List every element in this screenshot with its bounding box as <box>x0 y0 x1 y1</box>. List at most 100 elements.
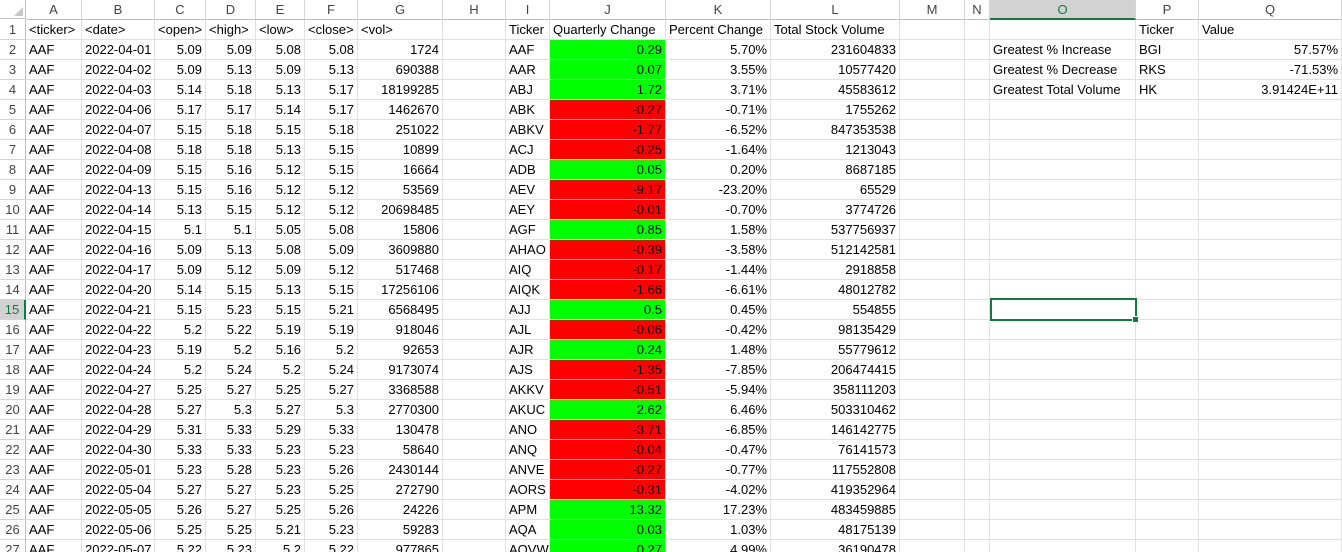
data-cell-c[interactable]: 5.23 <box>155 460 206 480</box>
total-volume-cell[interactable]: 512142581 <box>771 240 900 260</box>
data-cell-e[interactable]: 5.25 <box>256 380 305 400</box>
row-header[interactable]: 4 <box>0 80 26 100</box>
row-header[interactable]: 16 <box>0 320 26 340</box>
header-cell-b[interactable]: <date> <box>82 20 155 40</box>
header-cell-f[interactable]: <close> <box>305 20 358 40</box>
data-cell-e[interactable]: 5.2 <box>256 360 305 380</box>
data-cell-e[interactable]: 5.27 <box>256 400 305 420</box>
summary-ticker-cell[interactable]: AKKV <box>506 380 550 400</box>
data-cell-c[interactable]: 5.15 <box>155 300 206 320</box>
quarterly-change-cell[interactable]: 0.85 <box>550 220 666 240</box>
quarterly-change-cell[interactable]: 0.29 <box>550 40 666 60</box>
empty-cell[interactable] <box>1199 440 1342 460</box>
empty-cell[interactable] <box>990 380 1136 400</box>
empty-cell[interactable] <box>443 400 506 420</box>
data-cell-g[interactable]: 517468 <box>358 260 443 280</box>
data-cell-a[interactable]: AAF <box>26 320 82 340</box>
summary-ticker-cell[interactable]: ANVE <box>506 460 550 480</box>
empty-cell[interactable] <box>990 120 1136 140</box>
empty-cell[interactable] <box>1199 220 1342 240</box>
select-all-corner[interactable] <box>0 0 26 19</box>
empty-cell[interactable] <box>443 180 506 200</box>
data-cell-a[interactable]: AAF <box>26 260 82 280</box>
quarterly-change-cell[interactable]: -1.77 <box>550 120 666 140</box>
column-header-l[interactable]: L <box>771 0 900 20</box>
row-header[interactable]: 23 <box>0 460 26 480</box>
data-cell-g[interactable]: 16664 <box>358 160 443 180</box>
data-cell-e[interactable]: 5.21 <box>256 520 305 540</box>
data-cell-d[interactable]: 5.17 <box>206 100 256 120</box>
data-cell-d[interactable]: 5.15 <box>206 280 256 300</box>
quarterly-change-cell[interactable]: -0.17 <box>550 260 666 280</box>
empty-cell[interactable] <box>965 460 990 480</box>
quarterly-change-cell[interactable]: -9.17 <box>550 180 666 200</box>
summary-ticker-cell[interactable]: AJJ <box>506 300 550 320</box>
data-cell-b[interactable]: 2022-04-03 <box>82 80 155 100</box>
percent-change-cell[interactable]: -0.77% <box>666 460 771 480</box>
data-cell-a[interactable]: AAF <box>26 360 82 380</box>
empty-cell[interactable] <box>1199 200 1342 220</box>
data-cell-e[interactable]: 5.15 <box>256 120 305 140</box>
empty-cell[interactable] <box>965 320 990 340</box>
empty-cell[interactable] <box>965 160 990 180</box>
data-cell-a[interactable]: AAF <box>26 340 82 360</box>
quarterly-change-cell[interactable]: -0.01 <box>550 200 666 220</box>
data-cell-f[interactable]: 5.15 <box>305 160 358 180</box>
empty-cell[interactable] <box>443 280 506 300</box>
empty-cell[interactable] <box>1199 360 1342 380</box>
total-volume-cell[interactable]: 98135429 <box>771 320 900 340</box>
empty-cell[interactable] <box>1136 140 1199 160</box>
empty-cell[interactable] <box>900 400 965 420</box>
quarterly-change-cell[interactable]: -0.04 <box>550 440 666 460</box>
data-cell-c[interactable]: 5.25 <box>155 380 206 400</box>
empty-cell[interactable] <box>443 60 506 80</box>
empty-cell[interactable] <box>965 300 990 320</box>
header-cell-i[interactable]: Ticker <box>506 20 550 40</box>
data-cell-d[interactable]: 5.33 <box>206 440 256 460</box>
quarterly-change-cell[interactable]: -0.51 <box>550 380 666 400</box>
summary-ticker-cell[interactable]: ABJ <box>506 80 550 100</box>
total-volume-cell[interactable]: 36190478 <box>771 540 900 552</box>
data-cell-f[interactable]: 5.09 <box>305 240 358 260</box>
greatest-value-cell[interactable]: -71.53% <box>1199 60 1342 80</box>
empty-cell[interactable] <box>900 100 965 120</box>
percent-change-cell[interactable]: -7.85% <box>666 360 771 380</box>
empty-cell[interactable] <box>990 200 1136 220</box>
data-cell-d[interactable]: 5.27 <box>206 480 256 500</box>
empty-cell[interactable] <box>443 360 506 380</box>
data-cell-c[interactable]: 5.18 <box>155 140 206 160</box>
data-cell-c[interactable]: 5.14 <box>155 280 206 300</box>
empty-cell[interactable] <box>443 140 506 160</box>
summary-ticker-cell[interactable]: ABKV <box>506 120 550 140</box>
empty-cell[interactable] <box>990 220 1136 240</box>
data-cell-f[interactable]: 5.15 <box>305 280 358 300</box>
row-header[interactable]: 11 <box>0 220 26 240</box>
column-header-i[interactable]: I <box>506 0 550 20</box>
data-cell-g[interactable]: 59283 <box>358 520 443 540</box>
row-header[interactable]: 26 <box>0 520 26 540</box>
data-cell-f[interactable]: 5.18 <box>305 120 358 140</box>
data-cell-e[interactable]: 5.13 <box>256 140 305 160</box>
percent-change-cell[interactable]: 1.48% <box>666 340 771 360</box>
data-cell-f[interactable]: 5.12 <box>305 180 358 200</box>
percent-change-cell[interactable]: -6.61% <box>666 280 771 300</box>
row-header[interactable]: 7 <box>0 140 26 160</box>
row-header[interactable]: 3 <box>0 60 26 80</box>
empty-cell[interactable] <box>443 160 506 180</box>
data-cell-g[interactable]: 10899 <box>358 140 443 160</box>
empty-cell[interactable] <box>1199 400 1342 420</box>
data-cell-d[interactable]: 5.16 <box>206 160 256 180</box>
summary-ticker-cell[interactable]: AIQ <box>506 260 550 280</box>
data-cell-a[interactable]: AAF <box>26 80 82 100</box>
empty-cell[interactable] <box>1136 320 1199 340</box>
row-header[interactable]: 5 <box>0 100 26 120</box>
empty-cell[interactable] <box>900 540 965 552</box>
data-cell-a[interactable]: AAF <box>26 420 82 440</box>
data-cell-a[interactable]: AAF <box>26 480 82 500</box>
column-header-h[interactable]: H <box>443 0 506 20</box>
empty-cell[interactable] <box>900 160 965 180</box>
empty-cell[interactable] <box>900 60 965 80</box>
empty-cell[interactable] <box>1136 240 1199 260</box>
data-cell-c[interactable]: 5.2 <box>155 320 206 340</box>
total-volume-cell[interactable]: 1755262 <box>771 100 900 120</box>
